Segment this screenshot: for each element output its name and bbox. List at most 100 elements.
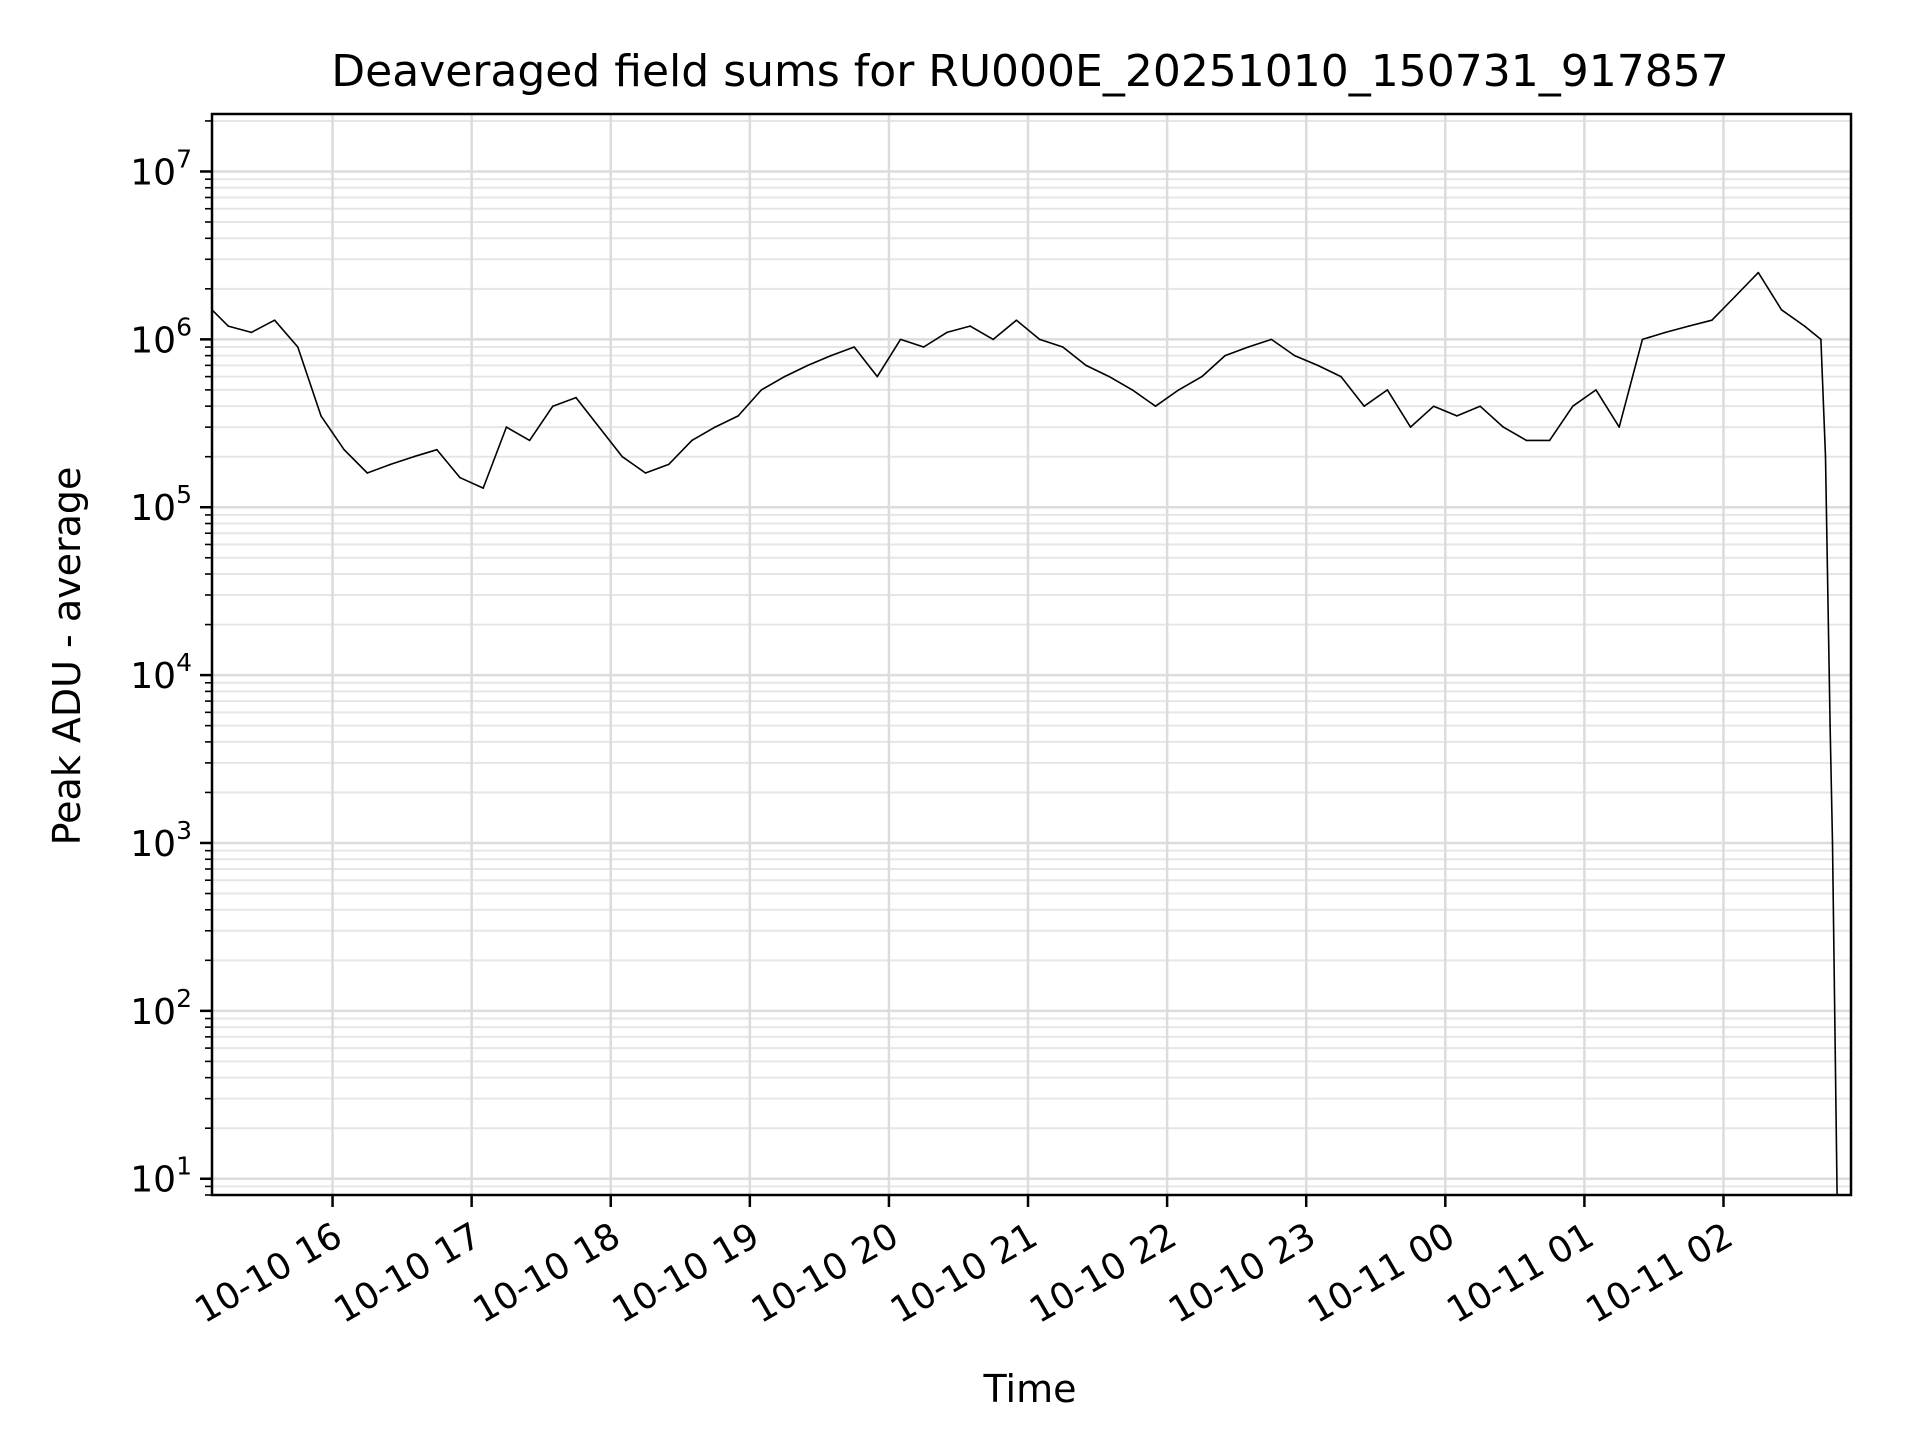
data-point: [1270, 338, 1273, 341]
y-tick-label: 105: [130, 480, 192, 529]
data-point: [691, 439, 693, 442]
y-tick-label: 101: [130, 1152, 192, 1201]
data-point: [1432, 405, 1435, 408]
x-tick-label: 10-10 18: [467, 1215, 628, 1331]
data-point: [1829, 724, 1831, 727]
y-tick-label: 106: [130, 312, 192, 361]
series-layer: [211, 271, 1838, 1196]
plot-frame: [210, 112, 1853, 1197]
data-point: [922, 346, 925, 348]
data-point: [853, 346, 855, 348]
data-point: [1154, 405, 1157, 408]
x-axis-label: Time: [983, 1367, 1077, 1411]
x-tick-label: 10-10 19: [606, 1215, 767, 1331]
data-point: [412, 455, 415, 458]
data-point: [1108, 375, 1110, 378]
data-point: [667, 463, 670, 466]
data-point: [1479, 405, 1481, 408]
data-point: [1820, 338, 1822, 341]
data-point: [1340, 375, 1342, 378]
data-point: [320, 415, 322, 417]
data-point: [273, 319, 276, 322]
data-point: [1363, 405, 1365, 408]
y-tick-label: 103: [130, 816, 192, 865]
data-point: [1734, 295, 1736, 298]
data-point: [946, 331, 948, 334]
data-point: [760, 389, 763, 391]
data-point: [1618, 426, 1620, 428]
x-tick-label: 10-11 01: [1440, 1215, 1601, 1331]
data-point: [1548, 439, 1551, 442]
data-point: [528, 439, 531, 442]
data-point: [969, 325, 971, 327]
x-tick-label: 10-10 20: [745, 1215, 906, 1331]
data-point: [505, 426, 508, 428]
series-line: [211, 271, 1838, 1196]
data-point: [1131, 389, 1134, 391]
x-tick-label: 10-10 16: [188, 1215, 349, 1331]
y-axis-label: Peak ADU - average: [45, 467, 89, 846]
data-point: [644, 472, 647, 474]
data-point: [436, 448, 438, 451]
data-point: [366, 472, 369, 474]
x-tick-label: 10-10 17: [327, 1215, 488, 1331]
data-point: [297, 346, 299, 348]
data-point: [1409, 426, 1412, 428]
data-point: [1038, 338, 1041, 341]
data-point: [876, 375, 879, 378]
y-tick-label: 104: [130, 648, 192, 697]
data-point: [621, 455, 624, 458]
data-point: [1687, 325, 1690, 327]
data-point: [552, 405, 554, 408]
x-tick-label: 10-10 23: [1162, 1215, 1323, 1331]
data-point: [598, 426, 600, 428]
y-tick-label: 107: [130, 144, 192, 193]
y-axis-ticks: 101 102 103 104 105 106 107: [130, 120, 212, 1201]
y-tick-label: 102: [130, 984, 192, 1033]
data-point: [343, 448, 345, 451]
data-point: [459, 476, 461, 479]
data-point: [1224, 354, 1226, 357]
x-tick-label: 10-11 00: [1301, 1215, 1462, 1331]
data-point: [1595, 389, 1597, 391]
data-point: [992, 338, 994, 341]
data-point: [1201, 375, 1203, 378]
data-point: [1293, 354, 1296, 357]
data-point: [1386, 389, 1389, 391]
x-tick-label: 10-11 02: [1579, 1215, 1740, 1331]
data-point: [899, 338, 902, 341]
data-point: [250, 331, 253, 334]
data-point: [1664, 331, 1667, 334]
data-point: [1780, 309, 1783, 311]
data-point: [482, 487, 485, 489]
data-point: [783, 375, 786, 378]
data-point: [1502, 426, 1505, 428]
data-point: [1757, 271, 1760, 274]
data-point: [737, 415, 739, 417]
data-point: [1015, 319, 1018, 322]
chart-title: Deaveraged field sums for RU000E_2025101…: [331, 46, 1728, 97]
data-point: [807, 364, 809, 367]
data-point: [714, 426, 716, 428]
x-tick-label: 10-10 21: [884, 1215, 1045, 1331]
data-point: [1317, 364, 1319, 367]
data-point: [830, 354, 832, 357]
data-point: [1711, 319, 1713, 322]
x-tick-label: 10-10 22: [1023, 1215, 1184, 1331]
data-point: [1177, 389, 1180, 391]
data-point: [227, 325, 229, 327]
data-point: [1085, 364, 1087, 367]
data-point: [1247, 346, 1250, 348]
grid: [212, 114, 1851, 1196]
data-point: [1803, 325, 1806, 327]
data-point: [1062, 346, 1064, 348]
data-point: [1572, 405, 1574, 408]
data-point: [1831, 842, 1834, 844]
data-point: [1824, 455, 1827, 458]
data-point: [389, 463, 392, 466]
data-point: [575, 396, 577, 399]
data-point: [1525, 439, 1528, 442]
data-point: [1641, 338, 1644, 341]
